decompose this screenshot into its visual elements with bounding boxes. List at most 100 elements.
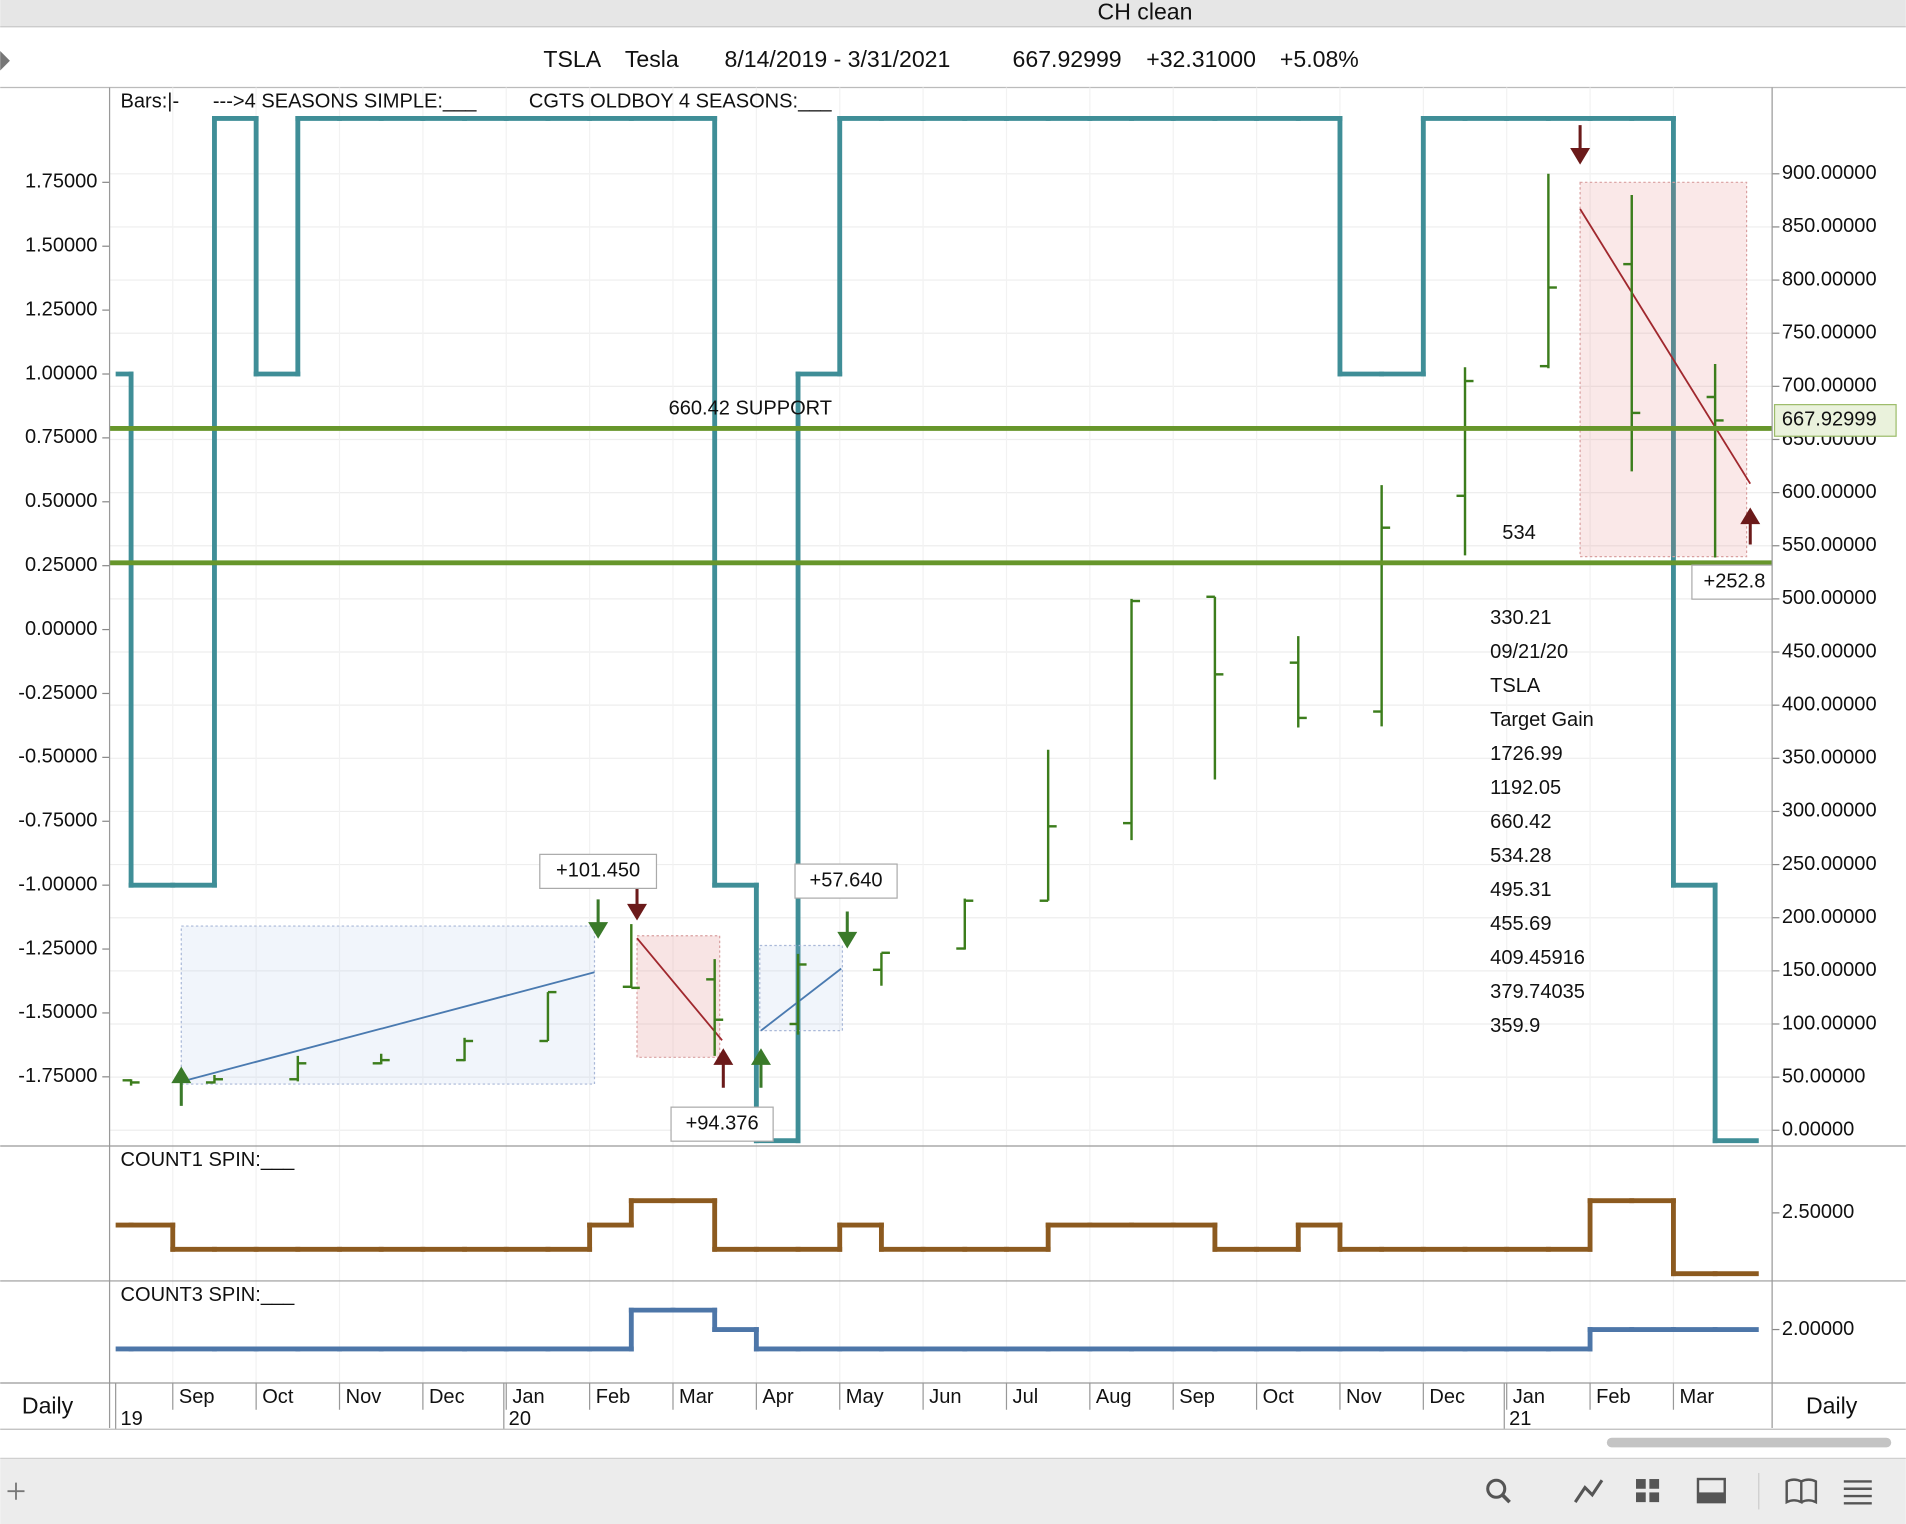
y-tick-label: 0.75000 [25, 426, 97, 448]
target-note: 1192.05 [1490, 777, 1561, 799]
year-label: 20 [509, 1408, 531, 1430]
date-range: 8/14/2019 - 3/31/2021 [725, 46, 951, 72]
target-note: 455.69 [1490, 913, 1551, 935]
x-tick-label: Oct [262, 1386, 294, 1408]
y-tick-label: 150.00000 [1782, 959, 1877, 981]
y-tick-label: 350.00000 [1782, 747, 1877, 769]
support-label: 660.42 SUPPORT [669, 397, 832, 419]
y-tick-label: -0.50000 [18, 746, 97, 768]
panel-title: COUNT3 SPIN:___ [121, 1284, 296, 1306]
signal-arrow [588, 899, 609, 939]
x-tick-label: Dec [429, 1386, 465, 1408]
y-tick-label: 250.00000 [1782, 853, 1877, 875]
trade-label-box [539, 853, 658, 889]
add-button[interactable] [7, 1482, 25, 1500]
trade-label: +252.8 [1704, 570, 1766, 592]
y-tick-label: 200.00000 [1782, 906, 1877, 928]
trade-label-box [670, 1106, 774, 1142]
scrollbar[interactable] [1606, 1437, 1892, 1448]
trade-box [1579, 181, 1748, 558]
y-tick-label: -1.00000 [18, 873, 97, 895]
panel-title: COUNT1 SPIN:___ [121, 1149, 296, 1171]
main-plot [115, 115, 1759, 1144]
y-tick-label: 2.50000 [1782, 1201, 1854, 1223]
y-tick-label: 0.25000 [25, 554, 97, 576]
title-bar [0, 0, 1906, 27]
percent-change: +5.08% [1280, 46, 1359, 72]
target-note: 660.42 [1490, 811, 1551, 833]
panel-button[interactable] [1696, 1477, 1726, 1504]
x-tick-label: Sep [179, 1386, 215, 1408]
timeframe[interactable]: Daily [1806, 1392, 1858, 1418]
price-change: +32.31000 [1146, 46, 1256, 72]
trade-line [636, 937, 723, 1041]
y-tick-label: 700.00000 [1782, 375, 1877, 397]
y-tick-label: 1.00000 [25, 362, 97, 384]
x-tick-label: Jan [1513, 1386, 1545, 1408]
x-tick-label: May [846, 1386, 884, 1408]
x-tick-label: Nov [1346, 1386, 1382, 1408]
y-tick-label: 500.00000 [1782, 587, 1877, 609]
x-tick-label: Sep [1179, 1386, 1215, 1408]
signal-arrow [1740, 507, 1761, 545]
trade-box [759, 944, 844, 1032]
y-tick-label: 450.00000 [1782, 640, 1877, 662]
last-price-tag [1773, 404, 1897, 437]
trade-label: +101.450 [556, 860, 640, 882]
annotation-layer: 660.42 SUPPORT 534 330.21 09/21/20 TSLA Targe… [109, 125, 1773, 1142]
trade-label-box [1691, 564, 1773, 600]
chart-button[interactable] [1573, 1479, 1604, 1503]
y-tick-label: 1.75000 [25, 171, 97, 193]
trade-box [180, 925, 596, 1085]
y-tick-label: 300.00000 [1782, 800, 1877, 822]
x-tick-label: Dec [1429, 1386, 1465, 1408]
y-tick-label: 550.00000 [1782, 534, 1877, 556]
menu-button[interactable] [1843, 1480, 1872, 1505]
grid-layer [109, 87, 1773, 1384]
y-tick-label: 0.00000 [25, 618, 97, 640]
target-note: 495.31 [1490, 879, 1551, 901]
nav-arrow[interactable] [0, 51, 10, 71]
x-tick-label: Apr [762, 1386, 794, 1408]
symbol: TSLA [543, 46, 601, 72]
target-note: 1726.99 [1490, 743, 1562, 765]
signal-arrow [837, 911, 858, 949]
x-tick-label: Jan [512, 1386, 544, 1408]
target-note: 330.21 [1490, 607, 1551, 629]
y-tick-label: 600.00000 [1782, 481, 1877, 503]
legend-oldboy: CGTS OLDBOY 4 SEASONS:___ [529, 90, 833, 112]
trade-label: +57.640 [810, 869, 883, 891]
y-tick-label: 100.00000 [1782, 1012, 1877, 1034]
x-tick-label: Aug [1096, 1386, 1132, 1408]
y-tick-label: 50.00000 [1782, 1065, 1866, 1087]
x-tick-label: Mar [679, 1386, 714, 1408]
y-tick-label: -0.75000 [18, 810, 97, 832]
trade-label-box [794, 863, 898, 899]
window-title: CH clean [1098, 0, 1193, 24]
signal-arrow [713, 1048, 734, 1088]
target-note: 09/21/20 [1490, 641, 1568, 663]
grid-button[interactable] [1636, 1479, 1660, 1503]
legend-seasons-simple: --->4 SEASONS SIMPLE:___ [213, 90, 477, 112]
timeframe[interactable]: Daily [22, 1392, 74, 1418]
y-tick-label: 900.00000 [1782, 162, 1877, 184]
target-note: TSLA [1490, 675, 1541, 697]
target-note: 359.9 [1490, 1015, 1540, 1037]
y-tick-label: -1.50000 [18, 1001, 97, 1023]
target-note: 534.28 [1490, 845, 1551, 867]
x-tick-label: Jun [929, 1386, 961, 1408]
support-label: 534 [1502, 522, 1535, 544]
signal-arrow [1570, 125, 1591, 165]
y-tick-label: -1.75000 [18, 1065, 97, 1087]
trade-line [181, 971, 595, 1083]
year-label: 19 [121, 1408, 143, 1430]
trade-line [1579, 208, 1752, 485]
target-note: Target Gain [1490, 709, 1594, 731]
count1-plot [115, 1198, 1759, 1277]
target-note: 409.45916 [1490, 947, 1585, 969]
x-tick-label: Feb [596, 1386, 631, 1408]
book-button[interactable] [1785, 1478, 1818, 1505]
search-button[interactable] [1486, 1478, 1511, 1504]
x-tick-label: Jul [1013, 1386, 1039, 1408]
